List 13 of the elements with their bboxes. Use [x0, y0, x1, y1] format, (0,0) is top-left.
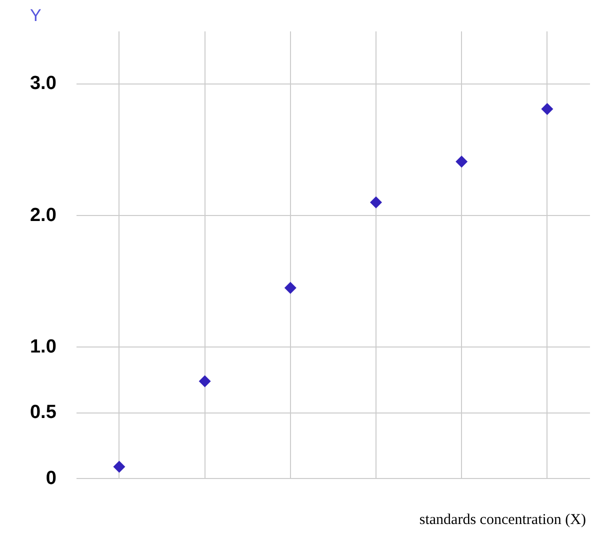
y-tick-label: 0.5 — [30, 402, 57, 424]
y-tick-label: 3.0 — [30, 73, 56, 94]
point — [456, 156, 468, 168]
x-axis-title: standards concentration (X) — [419, 512, 586, 529]
y-tick-label: 0 — [46, 468, 56, 489]
point — [198, 375, 211, 388]
point — [113, 460, 126, 473]
point — [284, 282, 296, 294]
y-axis-title: Y — [30, 6, 42, 26]
point — [541, 103, 554, 116]
y-tick-label: 1.0 — [30, 336, 56, 358]
point — [370, 196, 382, 208]
y-tick-label: 2.0 — [30, 204, 56, 226]
